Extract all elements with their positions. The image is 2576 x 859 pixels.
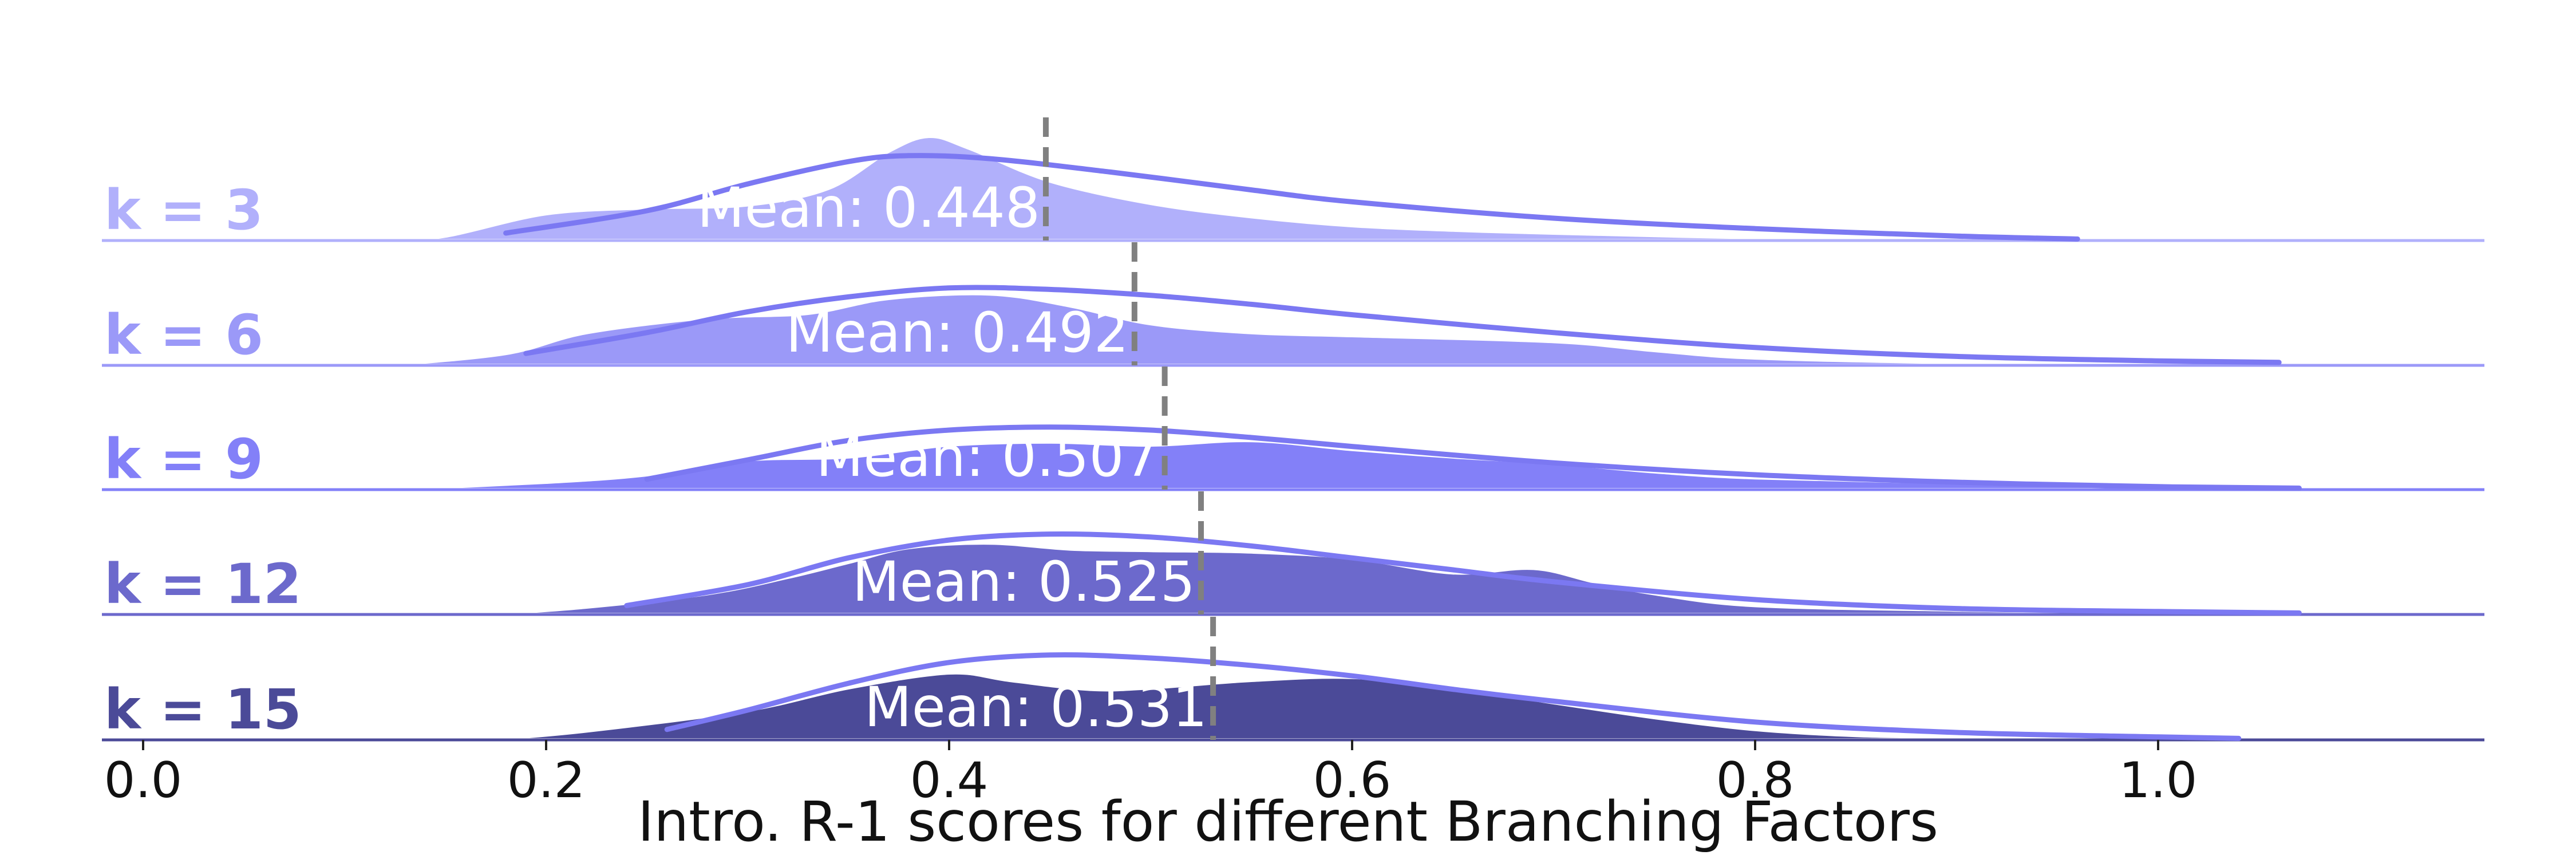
density-area	[485, 541, 2259, 616]
mean-label: Mean: 0.525	[852, 550, 1195, 614]
mean-label: Mean: 0.448	[697, 176, 1040, 240]
ridge-row: Mean: 0.448 k = 3	[102, 117, 2484, 242]
x-tick-label: 0.4	[910, 752, 989, 809]
fit-curve	[503, 153, 2080, 242]
ridge-row: Mean: 0.492 k = 6	[102, 242, 2484, 367]
x-tick-label: 0.6	[1313, 752, 1392, 809]
series-label: k = 3	[104, 178, 263, 242]
x-tick-label: 0.2	[507, 752, 586, 809]
density-area	[385, 291, 2259, 367]
x-axis-title: Intro. R-1 scores for different Branchin…	[638, 790, 1938, 854]
series-label: k = 12	[104, 552, 302, 616]
fit-curve	[523, 285, 2282, 365]
density-area	[385, 134, 2058, 242]
density-area	[485, 671, 2259, 742]
fit-curve	[624, 531, 2302, 616]
x-axis: 0.0 0.2 0.4 0.6 0.8 1.0	[104, 740, 2198, 809]
ridge-row: Mean: 0.525 k = 12	[102, 491, 2484, 616]
series-label: k = 15	[104, 677, 302, 742]
series-label: k = 6	[104, 303, 263, 367]
fit-curve	[644, 424, 2302, 491]
fit-curve	[664, 652, 2242, 741]
mean-label: Mean: 0.531	[864, 675, 1207, 739]
series-label: k = 9	[104, 427, 263, 491]
x-tick-label: 0.8	[1716, 752, 1795, 809]
mean-label: Mean: 0.492	[786, 301, 1129, 365]
ridge-row: Mean: 0.531 k = 15	[102, 617, 2484, 742]
x-tick-label: 1.0	[2119, 752, 2198, 809]
ridge-row: Mean: 0.507 k = 9	[102, 367, 2484, 491]
x-tick-label: 0.0	[104, 752, 183, 809]
mean-label: Mean: 0.507	[816, 425, 1159, 489]
